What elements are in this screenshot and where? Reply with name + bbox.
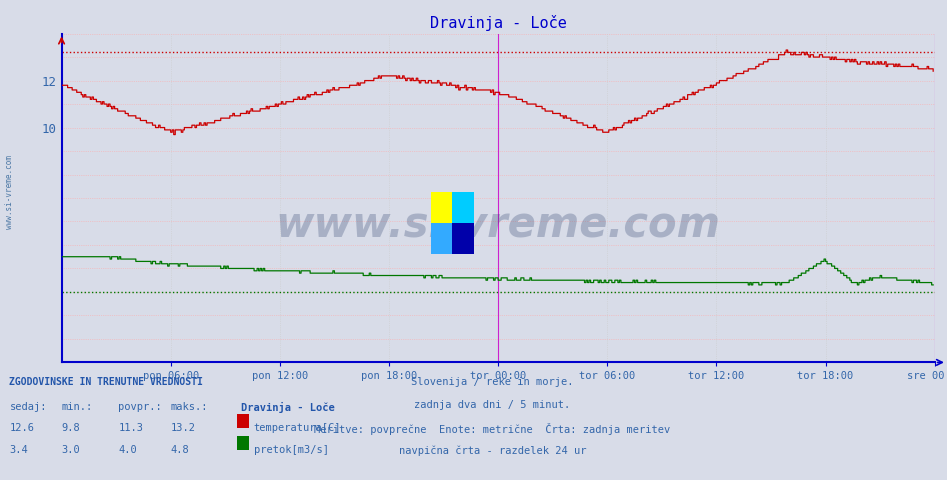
Text: 3.0: 3.0 xyxy=(62,445,80,456)
Text: 12.6: 12.6 xyxy=(9,423,34,433)
Text: navpična črta - razdelek 24 ur: navpična črta - razdelek 24 ur xyxy=(399,446,586,456)
Text: min.:: min.: xyxy=(62,402,93,412)
Text: Dravinja - Loče: Dravinja - Loče xyxy=(241,402,335,413)
Text: temperatura[C]: temperatura[C] xyxy=(254,423,341,433)
Text: pretok[m3/s]: pretok[m3/s] xyxy=(254,445,329,456)
Bar xyxy=(431,192,453,223)
Text: Meritve: povprečne  Enote: metrične  Črta: zadnja meritev: Meritve: povprečne Enote: metrične Črta:… xyxy=(314,423,670,435)
Text: 13.2: 13.2 xyxy=(170,423,195,433)
Text: povpr.:: povpr.: xyxy=(118,402,162,412)
Bar xyxy=(453,192,474,223)
Text: 11.3: 11.3 xyxy=(118,423,143,433)
Title: Dravinja - Loče: Dravinja - Loče xyxy=(430,15,566,31)
Bar xyxy=(431,223,453,254)
Text: Slovenija / reke in morje.: Slovenija / reke in morje. xyxy=(411,377,574,387)
Text: maks.:: maks.: xyxy=(170,402,208,412)
Text: ZGODOVINSKE IN TRENUTNE VREDNOSTI: ZGODOVINSKE IN TRENUTNE VREDNOSTI xyxy=(9,377,204,387)
Text: sedaj:: sedaj: xyxy=(9,402,47,412)
Text: 4.0: 4.0 xyxy=(118,445,137,456)
Bar xyxy=(453,223,474,254)
Text: www.si-vreme.com: www.si-vreme.com xyxy=(276,204,721,245)
Text: www.si-vreme.com: www.si-vreme.com xyxy=(5,155,14,229)
Text: zadnja dva dni / 5 minut.: zadnja dva dni / 5 minut. xyxy=(415,400,570,410)
Text: 3.4: 3.4 xyxy=(9,445,28,456)
Text: 9.8: 9.8 xyxy=(62,423,80,433)
Text: 4.8: 4.8 xyxy=(170,445,189,456)
